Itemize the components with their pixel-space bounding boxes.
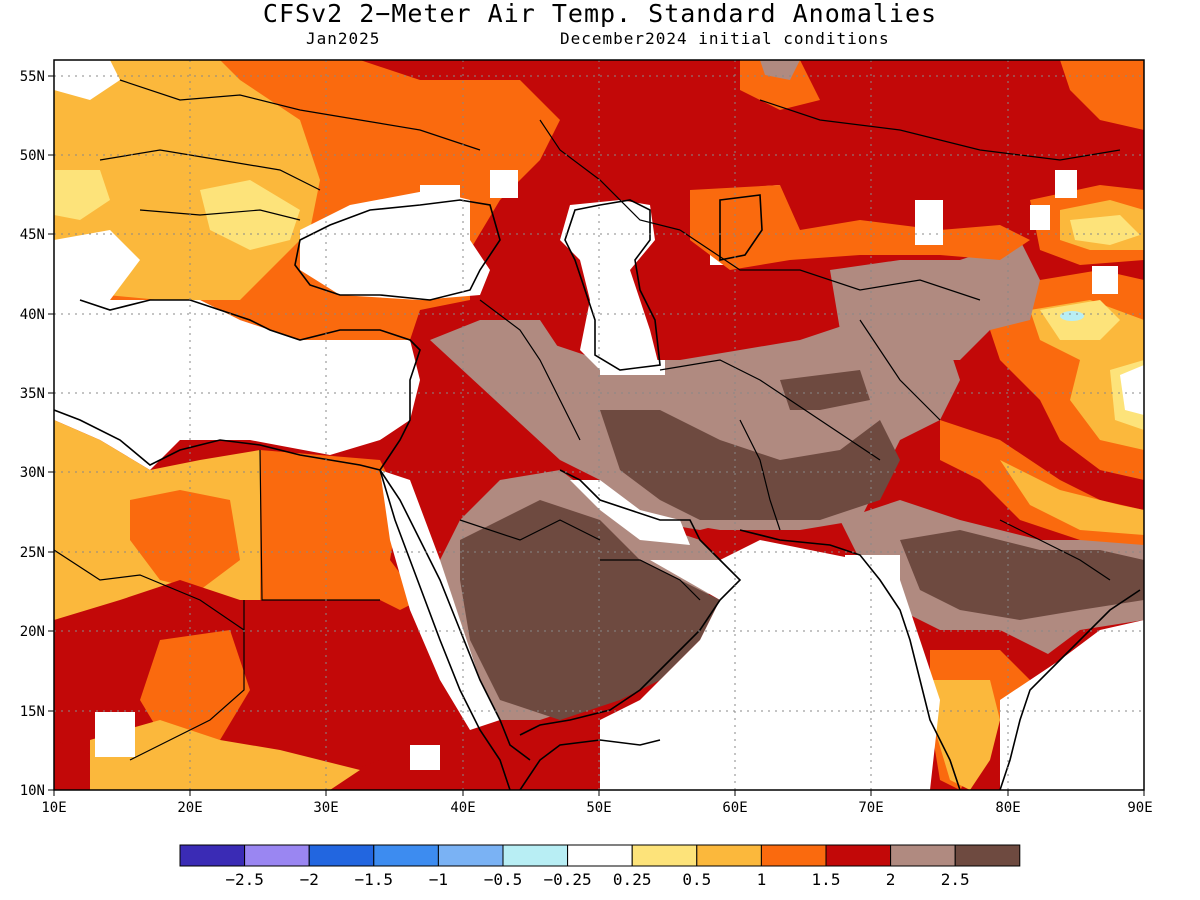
colorbar-swatch: [502, 844, 569, 867]
lat-tick-marks: [48, 75, 54, 791]
colorbar-label: 2.5: [941, 870, 970, 889]
north-africa-orange-patches: [130, 490, 240, 590]
arabian-sea-neutral: [600, 540, 940, 790]
colorbar-swatch: [244, 844, 310, 867]
colorbar-label: 0.5: [682, 870, 711, 889]
lon-label: 20E: [177, 800, 202, 816]
colorbar-label: 0.25: [613, 870, 652, 889]
iran-dark-brown: [600, 410, 900, 520]
grid-lines: [54, 60, 1144, 790]
lat-label: 50N: [20, 148, 45, 164]
colorbar-label: 1: [757, 870, 767, 889]
lon-label: 10E: [41, 800, 66, 816]
neutral-cell: [845, 555, 900, 580]
kazakh-orange-band: [690, 185, 1030, 270]
colorbar-label: 2: [886, 870, 896, 889]
arabia-dark-brown: [460, 500, 720, 720]
north-africa-orange-east: [260, 450, 420, 620]
urals-orange: [740, 60, 820, 110]
lon-label: 90E: [1127, 800, 1152, 816]
colorbar-label: −2: [300, 870, 319, 889]
lat-label: 15N: [20, 704, 45, 720]
lat-label: 55N: [20, 69, 45, 85]
colorbar-swatch: [954, 844, 1021, 867]
coastlines: [54, 194, 1141, 790]
lon-label: 70E: [858, 800, 883, 816]
india-light-orange: [930, 680, 1000, 790]
europe-yellow-patch-west: [54, 170, 110, 220]
lon-tick-marks: [53, 790, 1145, 796]
map-title: CFSv2 2−Meter Air Temp. Standard Anomali…: [262, 0, 938, 28]
lat-label: 35N: [20, 386, 45, 402]
red-sea-neutral: [380, 470, 500, 730]
initial-conditions: December2024 initial conditions: [560, 29, 890, 48]
forecast-month: Jan2025: [306, 29, 381, 48]
neutral-cell: [1030, 205, 1050, 230]
lat-label: 30N: [20, 465, 45, 481]
lon-label: 80E: [995, 800, 1020, 816]
colorbar-swatch: [890, 844, 956, 867]
lon-label: 40E: [450, 800, 475, 816]
europe-neutral-mid: [54, 230, 140, 300]
colorbar-label: −0.5: [484, 870, 523, 889]
lat-label: 10N: [20, 783, 45, 799]
colorbar-label: −2.5: [225, 870, 264, 889]
mediterranean-neutral: [54, 300, 420, 470]
lat-label: 25N: [20, 545, 45, 561]
europe-yellow-patch: [200, 180, 300, 250]
neutral-cell: [1055, 170, 1077, 198]
persian-gulf-neutral: [570, 480, 690, 545]
mongolia-yellow: [1070, 215, 1140, 245]
neutral-cell: [915, 200, 943, 245]
country-borders: [54, 79, 1121, 761]
colorbar-swatch: [567, 844, 633, 867]
lat-label: 45N: [20, 227, 45, 243]
lat-label: 40N: [20, 307, 45, 323]
colorbar-swatch: [696, 844, 762, 867]
tibet-neutral-east: [1120, 365, 1144, 415]
neutral-cell: [1092, 266, 1118, 294]
sahel-orange: [140, 630, 250, 750]
lon-label: 60E: [722, 800, 747, 816]
colorbar-swatch: [825, 844, 892, 867]
colorbar-swatch: [437, 844, 504, 867]
colorbar-swatch: [760, 844, 827, 867]
lon-labels: 10E 20E 30E 40E 50E 60E 70E 80E 90E: [41, 800, 1152, 816]
colorbar-swatch: [373, 844, 439, 867]
tibet-yellow: [1040, 300, 1120, 340]
russia-brown-north: [760, 60, 800, 80]
tibet-cyan-spot: [1060, 311, 1084, 321]
europe-neutral-north: [54, 60, 120, 100]
neutral-cell: [490, 170, 518, 198]
colorbar-swatch: [631, 844, 698, 867]
lon-label: 30E: [313, 800, 338, 816]
sahel-light-orange: [90, 720, 360, 790]
colorbar-label: −1.5: [355, 870, 394, 889]
colorbar-swatch: [179, 844, 246, 867]
neutral-cell: [410, 745, 440, 770]
lat-labels: 10N 15N 20N 25N 30N 35N 40N 45N 50N 55N: [20, 69, 45, 799]
caspian-neutral: [560, 200, 660, 370]
colorbar-label: 1.5: [812, 870, 841, 889]
colorbar-label: −0.25: [544, 870, 592, 889]
himalaya-yellow: [1000, 460, 1144, 535]
neutral-cell: [600, 360, 665, 375]
anomaly-field: [54, 60, 1144, 790]
russia-orange-east: [1060, 60, 1144, 130]
colorbar-label: −1: [429, 870, 448, 889]
lon-label: 50E: [586, 800, 611, 816]
afghan-dark-brown: [780, 370, 870, 410]
neutral-cell: [95, 712, 135, 757]
colorbar: −2.5 −2 −1.5 −1 −0.5 −0.25 0.25 0.5 1 1.5 2 2.5: [179, 844, 1021, 889]
lat-label: 20N: [20, 624, 45, 640]
bay-of-bengal-neutral: [1000, 620, 1144, 790]
colorbar-swatch: [308, 844, 375, 867]
central-asia-brown: [830, 240, 1040, 360]
